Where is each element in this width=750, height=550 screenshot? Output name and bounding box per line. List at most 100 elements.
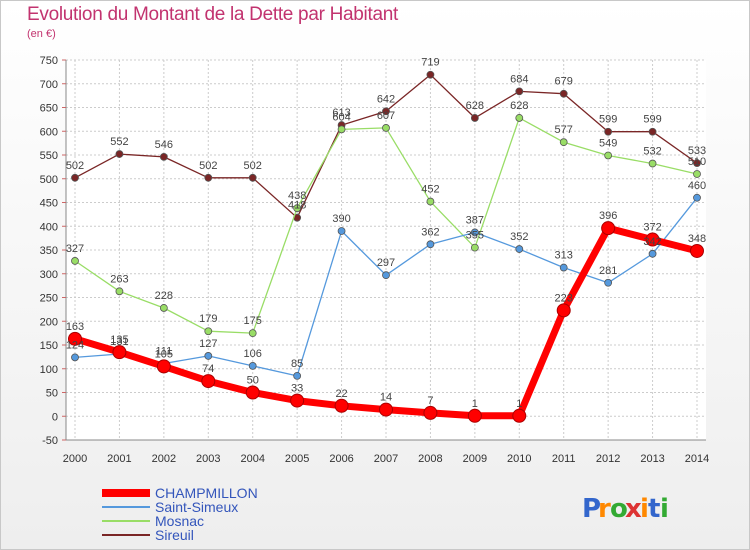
x-tick-label: 2000	[63, 453, 87, 465]
data-label-champmillon: 163	[66, 321, 84, 333]
data-label-mosnac: 510	[688, 156, 706, 168]
data-point-mosnac	[515, 114, 524, 122]
data-label-saint-simeux: 281	[599, 265, 617, 277]
data-point-mosnac	[648, 159, 657, 168]
data-label-saint-simeux: 297	[377, 257, 395, 269]
data-point-champmillon	[245, 385, 260, 400]
data-label-champmillon: 7	[427, 395, 433, 407]
data-label-champmillon: 1	[516, 398, 522, 410]
data-label-champmillon: 74	[202, 363, 214, 375]
data-label-mosnac: 452	[421, 184, 439, 196]
x-tick-label: 2001	[107, 453, 131, 465]
data-label-mosnac: 438	[288, 190, 306, 202]
data-label-mosnac: 549	[599, 137, 617, 149]
data-label-saint-simeux: 352	[510, 231, 528, 243]
data-label-sireuil: 679	[555, 76, 573, 88]
data-point-sireuil	[693, 159, 701, 167]
data-point-mosnac	[559, 138, 568, 147]
x-tick-label: 2014	[685, 453, 709, 465]
data-label-saint-simeux: 313	[555, 250, 573, 262]
x-tick-label: 2007	[374, 453, 398, 465]
data-point-champmillon	[512, 408, 527, 423]
data-point-saint-simeux	[604, 278, 613, 287]
data-point-mosnac	[204, 327, 213, 336]
data-label-sireuil: 502	[199, 160, 217, 172]
data-point-saint-simeux	[382, 271, 390, 280]
data-label-sireuil: 642	[377, 93, 395, 105]
data-point-mosnac	[159, 304, 168, 312]
data-label-mosnac: 263	[110, 273, 128, 285]
data-label-mosnac: 228	[155, 290, 173, 302]
data-label-mosnac: 175	[244, 315, 262, 327]
series-layer	[68, 70, 704, 423]
data-label-saint-simeux: 127	[199, 338, 217, 350]
y-tick-label: 150	[40, 340, 58, 352]
y-tick-label: 200	[40, 316, 58, 328]
data-label-champmillon: 223	[555, 292, 573, 304]
data-point-champmillon	[690, 243, 704, 258]
data-label-sireuil: 599	[643, 114, 661, 126]
data-point-champmillon	[379, 402, 393, 417]
data-label-champmillon: 396	[599, 210, 617, 222]
data-point-mosnac	[71, 257, 79, 265]
data-point-sireuil	[159, 152, 168, 161]
data-label-mosnac: 355	[466, 230, 484, 242]
data-label-mosnac: 532	[643, 146, 661, 158]
data-point-mosnac	[382, 124, 390, 132]
y-tick-label: 450	[40, 198, 58, 210]
label-layer: 502 552 546 502 502 418 613 642 719 628 684 679 599 5…	[66, 57, 706, 410]
data-point-champmillon	[556, 303, 571, 318]
chart-unit: (en €)	[27, 28, 56, 40]
data-label-champmillon: 372	[643, 222, 661, 234]
x-tick-label: 2011	[552, 453, 576, 465]
data-label-champmillon: 33	[291, 383, 303, 395]
x-tick-label: 2010	[507, 453, 531, 465]
y-tick-label: 600	[40, 126, 58, 138]
data-label-sireuil: 684	[510, 73, 528, 85]
data-label-sireuil: 552	[110, 136, 128, 148]
data-point-sireuil	[559, 89, 568, 98]
data-label-saint-simeux: 362	[421, 226, 439, 238]
data-point-mosnac	[426, 197, 435, 206]
y-tick-label: 0	[52, 411, 58, 423]
data-label-sireuil: 719	[421, 57, 439, 69]
logo-letter: i	[640, 494, 649, 524]
data-label-saint-simeux: 111	[155, 346, 172, 358]
chart-title: Evolution du Montant de la Dette par Hab…	[27, 4, 398, 25]
data-point-mosnac	[693, 170, 701, 178]
data-point-saint-simeux	[204, 352, 213, 360]
data-point-mosnac	[115, 287, 124, 296]
data-point-mosnac	[604, 151, 613, 160]
data-label-saint-simeux: 387	[466, 214, 484, 226]
data-label-sireuil: 628	[466, 100, 484, 112]
x-tick-label: 2005	[285, 453, 309, 465]
data-point-champmillon	[201, 374, 216, 389]
data-point-sireuil	[515, 87, 524, 96]
data-label-champmillon: 22	[335, 388, 347, 400]
data-point-mosnac	[337, 125, 346, 134]
data-point-saint-simeux	[648, 249, 657, 258]
data-point-champmillon	[645, 232, 660, 247]
data-point-champmillon	[68, 331, 82, 346]
data-label-mosnac: 604	[332, 111, 350, 123]
y-tick-label: -50	[42, 435, 58, 447]
data-point-sireuil	[204, 173, 213, 182]
data-point-champmillon	[156, 359, 171, 374]
data-label-sireuil: 502	[244, 160, 262, 172]
logo-letter: x	[625, 494, 642, 524]
x-tick-label: 2013	[640, 453, 664, 465]
data-label-sireuil: 502	[66, 160, 84, 172]
data-label-champmillon: 135	[110, 334, 128, 346]
data-label-saint-simeux: 124	[66, 339, 84, 351]
logo-letter: i	[660, 494, 669, 524]
data-label-sireuil: 533	[688, 145, 706, 157]
data-label-sireuil: 418	[288, 200, 306, 212]
proxiti-logo: Pr oxi t i	[582, 494, 669, 524]
logo-letter: P	[582, 494, 601, 524]
data-point-saint-simeux	[71, 353, 79, 362]
y-tick-label: 750	[40, 55, 58, 67]
data-point-sireuil	[470, 114, 479, 122]
y-tick-label: 100	[40, 364, 58, 376]
data-point-sireuil	[71, 173, 79, 182]
